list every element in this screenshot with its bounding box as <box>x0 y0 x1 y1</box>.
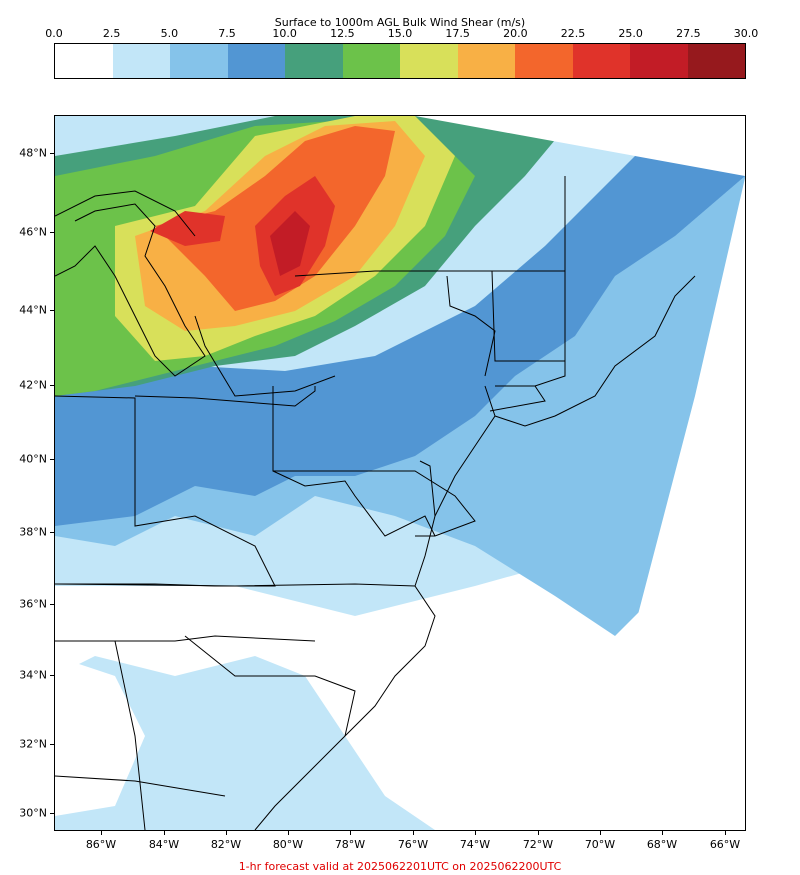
colorbar-tick-label: 15.0 <box>387 27 413 40</box>
longitude-label: 84°W <box>148 838 180 851</box>
colorbar-tick-label: 25.0 <box>618 27 643 40</box>
latitude-label: 46°N <box>19 225 47 239</box>
colorbar-tick-labels: 0.0 2.5 5.0 7.5 10.0 12.5 15.0 17.5 20.0 22.5 25.0… <box>45 27 758 41</box>
longitude-tick <box>101 831 102 835</box>
longitude-label: 76°W <box>397 838 429 851</box>
colorbar-segment <box>400 44 458 78</box>
colorbar-tick-label: 27.5 <box>676 27 701 40</box>
coastlines <box>55 190 696 830</box>
state-boundaries <box>55 176 566 830</box>
longitude-tick <box>662 831 663 835</box>
colorbar-segment <box>112 44 170 78</box>
colorbar-segment <box>285 44 343 78</box>
latitude-tick <box>50 310 54 311</box>
longitude-tick <box>350 831 351 835</box>
longitude-label: 82°W <box>210 838 242 851</box>
longitude-label: 74°W <box>459 838 491 851</box>
colorbar-segment <box>55 44 113 78</box>
shear-band-2 <box>55 116 745 526</box>
latitude-label: 42°N <box>19 378 47 392</box>
longitude-tick <box>538 831 539 835</box>
latitude-tick <box>50 532 54 533</box>
colorbar-tick-label: 2.5 <box>102 27 121 40</box>
latitude-tick <box>50 459 54 460</box>
latitude-tick <box>50 385 54 386</box>
latitude-label: 32°N <box>19 737 47 751</box>
latitude-label: 48°N <box>19 146 47 160</box>
colorbar-tick-label: 30.0 <box>733 27 759 40</box>
longitude-tick <box>288 831 289 835</box>
colorbar-segment <box>687 44 745 78</box>
longitude-label: 86°W <box>85 838 117 851</box>
longitude-tick <box>600 831 601 835</box>
colorbar-segment <box>572 44 630 78</box>
colorbar-segment <box>457 44 515 78</box>
longitude-label: 80°W <box>272 838 304 851</box>
colorbar-tick-label: 17.5 <box>445 27 470 40</box>
longitude-tick <box>725 831 726 835</box>
latitude-label: 38°N <box>19 525 47 539</box>
colorbar-tick-label: 5.0 <box>160 27 179 40</box>
latitude-tick <box>50 232 54 233</box>
colorbar-segment <box>170 44 228 78</box>
domain-mask-east <box>630 178 745 830</box>
wind-shear-map <box>55 116 745 830</box>
colorbar-tick-label: 10.0 <box>272 27 297 40</box>
map-panel <box>54 115 746 831</box>
latitude-tick <box>50 153 54 154</box>
latitude-tick <box>50 813 54 814</box>
colorbar <box>54 43 746 79</box>
latitude-label: 30°N <box>19 806 47 820</box>
latitude-label: 34°N <box>19 668 47 682</box>
longitude-tick <box>164 831 165 835</box>
colorbar-tick-label: 20.0 <box>503 27 528 40</box>
longitude-label: 70°W <box>584 838 616 851</box>
colorbar-tick-label: 22.5 <box>560 27 586 40</box>
colorbar-tick-label: 0.0 <box>45 27 63 40</box>
colorbar-segment <box>515 44 573 78</box>
latitude-label: 36°N <box>19 597 47 611</box>
shear-band-0c <box>55 656 145 816</box>
latitude-tick <box>50 744 54 745</box>
longitude-tick <box>226 831 227 835</box>
latitude-label: 40°N <box>19 452 47 466</box>
shear-band-9 <box>270 211 310 276</box>
forecast-caption: 1-hr forecast valid at 2025062201UTC on … <box>238 860 562 873</box>
colorbar-segment <box>227 44 285 78</box>
longitude-tick <box>475 831 476 835</box>
domain-mask-top <box>415 116 745 176</box>
colorbar-tick-label: 12.5 <box>330 27 355 40</box>
latitude-label: 44°N <box>19 303 47 317</box>
longitude-label: 78°W <box>334 838 366 851</box>
longitude-label: 68°W <box>646 838 678 851</box>
longitude-label: 66°W <box>709 838 741 851</box>
latitude-tick <box>50 675 54 676</box>
colorbar-title: Surface to 1000m AGL Bulk Wind Shear (m/… <box>274 16 526 29</box>
colorbar-segment <box>630 44 688 78</box>
shear-band-8b <box>150 211 225 246</box>
colorbar-segment <box>342 44 400 78</box>
longitude-label: 72°W <box>522 838 554 851</box>
latitude-tick <box>50 604 54 605</box>
shear-band-0b <box>355 611 503 754</box>
colorbar-tick-label: 7.5 <box>218 27 236 40</box>
longitude-tick <box>413 831 414 835</box>
